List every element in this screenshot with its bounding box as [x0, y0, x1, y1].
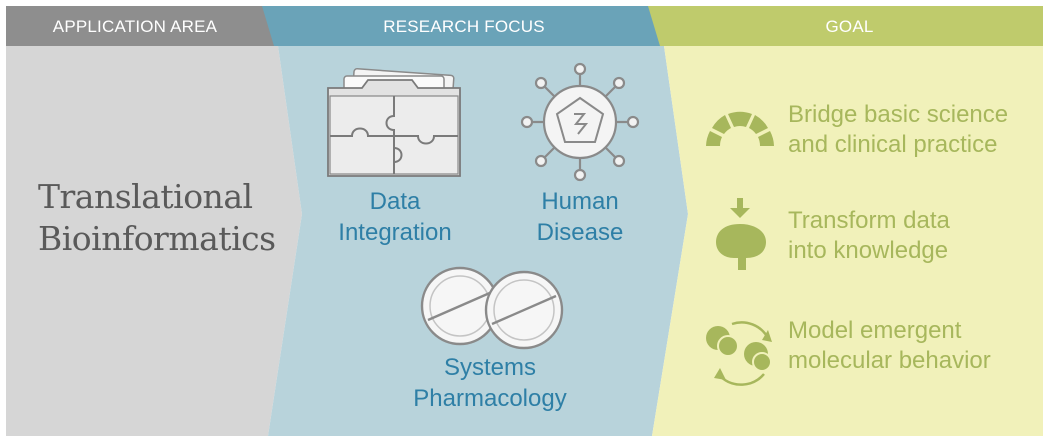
- goal-bridge-line1: Bridge basic science: [788, 101, 1009, 128]
- header-band-goal: [648, 6, 1043, 46]
- arch-icon: [706, 111, 774, 146]
- label-data-integration-line2: Integration: [338, 219, 452, 246]
- goal-model: Model emergent molecular behavior: [788, 316, 1038, 376]
- header-band-research: [262, 6, 664, 46]
- header-band-application: [6, 6, 278, 46]
- pills-icon: [420, 266, 564, 350]
- application-title-line2: Bioinformatics: [38, 219, 276, 258]
- label-systems-pharmacology-line1: Systems: [443, 354, 536, 381]
- label-systems-pharmacology: Systems Pharmacology: [390, 352, 590, 414]
- goal-transform-line1: Transform data: [788, 207, 950, 234]
- header-application-area: APPLICATION AREA: [52, 17, 218, 36]
- goal-bridge-line2: and clinical practice: [788, 131, 998, 158]
- molecule-cycle-icon: [706, 321, 772, 386]
- virus-icon: [520, 62, 640, 182]
- goal-transform: Transform data into knowledge: [788, 206, 1038, 266]
- goal-bridge: Bridge basic science and clinical practi…: [788, 100, 1038, 160]
- application-title: Translational Bioinformatics: [38, 176, 298, 260]
- header-goal: GOAL: [825, 17, 874, 36]
- label-human-disease-line1: Human: [541, 188, 619, 215]
- panel-application: [6, 46, 302, 436]
- panel-goal: [652, 46, 1043, 436]
- header-research-focus: RESEARCH FOCUS: [383, 17, 545, 36]
- label-data-integration: Data Integration: [320, 186, 470, 248]
- label-human-disease: Human Disease: [510, 186, 650, 248]
- goal-model-line2: molecular behavior: [788, 347, 991, 374]
- label-human-disease-line2: Disease: [536, 219, 624, 246]
- label-data-integration-line1: Data: [369, 188, 421, 215]
- goal-transform-line2: into knowledge: [788, 237, 949, 264]
- application-title-line1: Translational: [38, 177, 253, 216]
- puzzle-folder-icon: [327, 68, 461, 177]
- goal-model-line1: Model emergent: [788, 317, 962, 344]
- brain-icon: [716, 198, 766, 270]
- label-systems-pharmacology-line2: Pharmacology: [413, 385, 567, 412]
